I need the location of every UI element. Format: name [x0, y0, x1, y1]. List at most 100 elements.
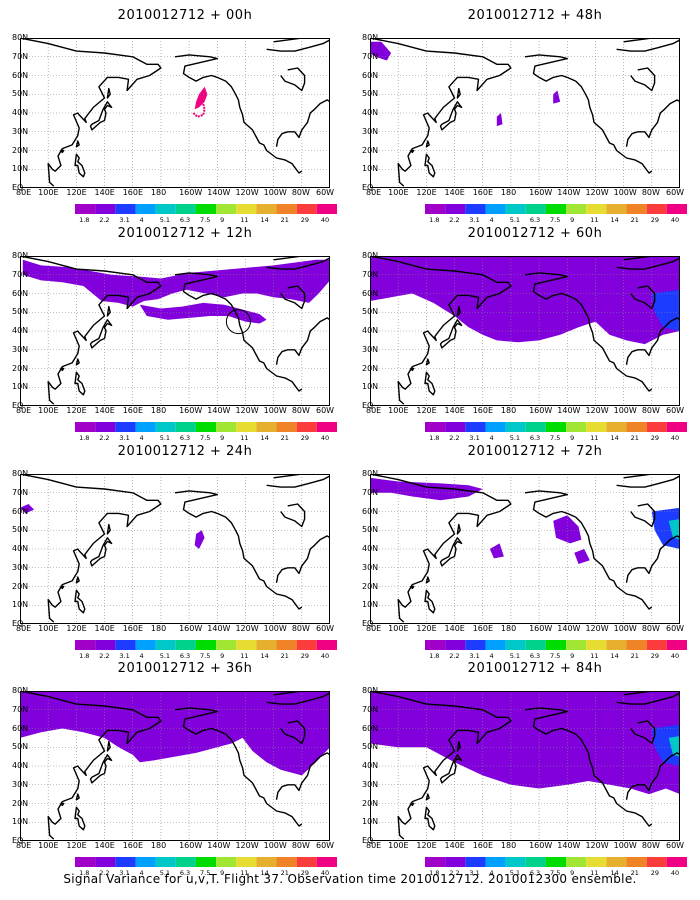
latitude-label: 40N: [12, 326, 29, 335]
colorbar-swatch: [586, 204, 607, 214]
colorbar-label: 2.2: [99, 216, 110, 224]
longitude-label: 140E: [94, 406, 115, 415]
colorbar-swatch: [606, 640, 627, 650]
colorbar-label: 3.1: [469, 434, 480, 442]
colorbar: [75, 857, 337, 867]
colorbar-swatch: [236, 422, 257, 432]
latitude-label: 30N: [362, 126, 379, 136]
variance-region: [574, 549, 590, 564]
colorbar-label: 29: [300, 652, 310, 660]
colorbar-swatch: [606, 857, 627, 867]
longitude-label: 60W: [666, 188, 685, 197]
graticule: [370, 474, 680, 624]
colorbar-swatch: [316, 204, 337, 214]
longitude-label: 140W: [557, 841, 581, 850]
colorbar-label: 7.5: [200, 869, 211, 877]
colorbar-label: 1.8: [429, 216, 440, 224]
variance-region: [139, 302, 267, 324]
variance-shading: [370, 691, 680, 795]
coastlines: [20, 691, 330, 840]
colorbar-label: 11: [240, 869, 249, 877]
colorbar-swatch: [445, 857, 466, 867]
colorbar-label: 2.2: [449, 652, 460, 660]
variance-shading: [194, 86, 208, 110]
longitude-label: 80W: [641, 406, 660, 415]
latitude-label: 20N: [362, 363, 379, 373]
latitude-label: 30N: [362, 779, 379, 789]
longitude-label: 160W: [179, 624, 203, 633]
longitude-label: 100E: [388, 406, 409, 415]
colorbar-label: 5.1: [159, 869, 171, 877]
colorbar-label: 6.3: [179, 216, 191, 224]
colorbar-label: 14: [610, 216, 619, 224]
map-panel: 2010012712 + 24h 80N 70N 60N 50N 40N 30N 20N 10N…: [12, 444, 350, 660]
latitude-label: 60N: [12, 723, 29, 733]
colorbar-label: 9: [220, 434, 225, 442]
latitude-label: EQ: [362, 183, 374, 192]
colorbar-swatch: [155, 857, 176, 867]
latitude-label: 70N: [362, 704, 379, 714]
coastlines: [370, 38, 680, 187]
longitude-label: 180: [500, 624, 517, 633]
colorbar-label: 6.3: [179, 869, 191, 877]
variance-map: [20, 38, 330, 188]
colorbar-label: 11: [590, 434, 599, 442]
longitude-label: 120W: [235, 188, 259, 197]
colorbar-swatch: [465, 422, 486, 432]
colorbar-swatch: [75, 857, 96, 867]
colorbar-swatch: [566, 422, 587, 432]
colorbar-swatch: [95, 857, 116, 867]
colorbar-swatch: [606, 204, 627, 214]
colorbar-label: 5.1: [509, 216, 521, 224]
colorbar-label: 5.1: [159, 216, 171, 224]
latitude-label: 20N: [362, 581, 379, 591]
colorbar-swatch: [175, 204, 196, 214]
map-panel: 2010012712 + 12h 80N 70N 60N 50N 40N 30N 20N 10N…: [12, 226, 350, 442]
colorbar: [75, 204, 337, 214]
latitude-label: EQ: [362, 401, 374, 410]
colorbar-swatch: [296, 204, 317, 214]
longitude-label: 120E: [416, 406, 437, 415]
colorbar-label: 14: [610, 652, 619, 660]
colorbar-swatch: [485, 204, 506, 214]
colorbar-swatch: [425, 422, 446, 432]
colorbar-label: 1.8: [79, 652, 90, 660]
colorbar-label: 14: [260, 652, 269, 660]
colorbar: [425, 857, 687, 867]
colorbar-label: 1.8: [79, 216, 90, 224]
colorbar-label: 9: [220, 652, 225, 660]
colorbar-label: 1.8: [429, 434, 440, 442]
longitude-label: 100W: [263, 406, 287, 415]
colorbar-label: 9: [220, 216, 225, 224]
longitude-label: 120W: [235, 624, 259, 633]
longitude-label: 120E: [416, 624, 437, 633]
longitude-label: 60W: [666, 841, 685, 850]
colorbar-label: 40: [320, 869, 330, 877]
colorbar-swatch: [115, 204, 136, 214]
latitude-label: 50N: [362, 742, 379, 752]
latitude-label: 80N: [12, 469, 29, 478]
colorbar-label: 4: [489, 652, 494, 660]
colorbar-swatch: [276, 640, 297, 650]
colorbar-label: 40: [670, 652, 680, 660]
colorbar-swatch: [566, 640, 587, 650]
graticule: [20, 256, 330, 406]
colorbar-swatch: [445, 422, 466, 432]
latitude-label: 10N: [362, 600, 379, 610]
longitude-label: 100E: [388, 841, 409, 850]
colorbar-swatch: [216, 422, 237, 432]
colorbar-swatch: [195, 857, 217, 867]
longitude-label: 140E: [94, 188, 115, 197]
colorbar-swatch: [485, 422, 506, 432]
colorbar-swatch: [296, 640, 317, 650]
colorbar-label: 29: [650, 869, 660, 877]
latitude-label: 20N: [12, 363, 29, 373]
colorbar-swatch: [485, 640, 506, 650]
longitude-label: 120E: [416, 188, 437, 197]
latitude-label: 20N: [362, 145, 379, 155]
latitude-label: 40N: [362, 761, 379, 770]
longitude-label: 160W: [529, 406, 553, 415]
colorbar-label: 3.1: [469, 216, 480, 224]
longitude-label: 120E: [66, 188, 87, 197]
latitude-label: 80N: [362, 686, 379, 695]
